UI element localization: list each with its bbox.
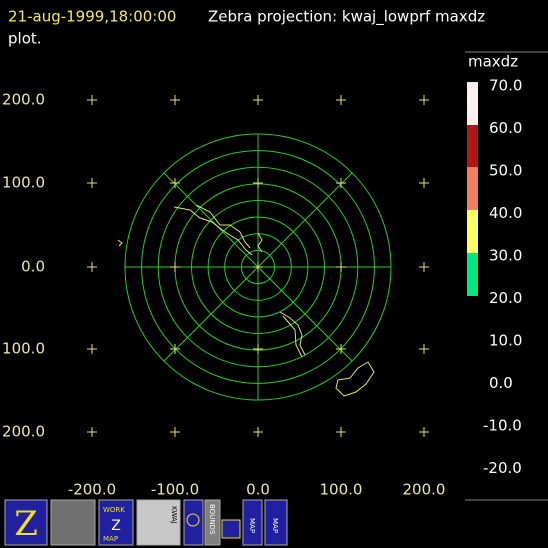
colorbar-title: maxdz [468,53,518,71]
y-axis-label: 100.0 [2,340,45,358]
y-axis-label: 0.0 [21,258,45,276]
colorbar-label: 50.0 [489,162,522,180]
range-ring [207,216,309,318]
island [173,206,253,256]
bounds-icon[interactable] [204,499,221,546]
rings-icon[interactable] [183,499,204,546]
icon-label: MAP [271,518,279,533]
island [257,232,263,253]
y-axis-label: 200.0 [2,91,45,109]
island [279,311,306,356]
workmap-icon[interactable] [98,499,134,546]
map-icon[interactable] [264,499,288,546]
island [282,315,303,358]
y-axis-label: 200.0 [2,423,45,441]
island [335,361,375,397]
colorbar-label: 70.0 [489,77,522,95]
island [195,204,251,249]
map-icon[interactable] [242,499,263,546]
island [117,239,123,247]
x-axis-label: 200.0 [403,481,446,499]
icon-label: MAP [248,518,256,533]
colorbar-label: 40.0 [489,204,522,222]
color-swatch [467,167,478,210]
colorbar-label: -10.0 [483,417,522,435]
colorbar-label: 60.0 [489,119,522,137]
range-ring [141,150,375,384]
satellite-icon[interactable] [50,499,96,546]
icon-label: KWAJ [170,506,178,524]
colorbar-label: 30.0 [489,247,522,265]
colorbar-label: -20.0 [483,459,522,477]
colorbar-label: 20.0 [489,289,522,307]
rings-glyph [186,513,200,527]
icon-label: Z [111,518,121,534]
toolbar: Z WORK Z MAP KWAJ BOUNDS MAP MAP [4,499,288,546]
color-swatch [467,125,478,167]
color-swatch [467,210,478,253]
x-axis-label: 0.0 [246,481,270,499]
range-ring [124,133,392,401]
kwaj-icon[interactable] [136,499,181,546]
icon-label: BOUNDS [208,504,216,535]
color-swatch [467,253,478,296]
coastline [117,204,375,397]
time-label: 21-aug-1999,18:00:00 [8,8,176,26]
title-cont: plot. [8,30,42,48]
color-swatch [467,82,478,125]
x-axis-label: 100.0 [320,481,363,499]
icon-label: WORK [103,506,125,514]
x-axis-label: -200.0 [68,481,116,499]
range-ring [240,249,276,285]
x-axis-label: -100.0 [151,481,199,499]
zebra-icon[interactable] [4,499,48,546]
y-axis-label: 100.0 [2,174,45,192]
colorbar-label: 10.0 [489,332,522,350]
title: Zebra projection: kwaj_lowprf maxdz [208,8,485,27]
range-ring [191,200,325,334]
grid-icon[interactable] [221,519,241,539]
icon-label: MAP [103,535,118,543]
range-ring [157,166,359,368]
zebra-glyph: Z [14,504,38,544]
colorbar-label: 0.0 [489,374,513,392]
